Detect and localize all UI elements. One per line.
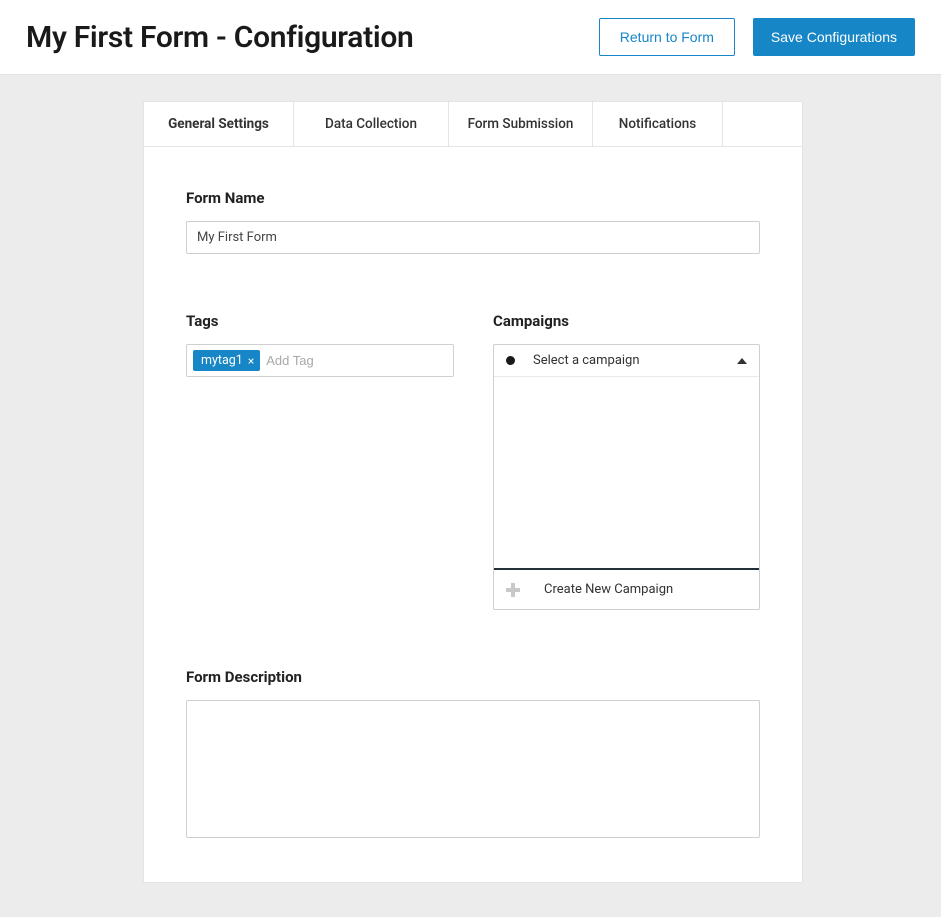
campaign-dropdown: Select a campaign Create New Campaign <box>493 344 760 610</box>
tab-general-settings[interactable]: General Settings <box>144 102 294 146</box>
tags-label: Tags <box>186 312 453 330</box>
form-description-label: Form Description <box>186 668 760 686</box>
campaigns-label: Campaigns <box>493 312 760 330</box>
panel-body: Form Name Tags mytag1 × Campaigns <box>144 147 802 882</box>
tab-notifications[interactable]: Notifications <box>593 102 723 146</box>
campaign-select-row[interactable]: Select a campaign <box>494 345 759 376</box>
campaign-placeholder: Select a campaign <box>533 353 737 368</box>
tabs: General Settings Data Collection Form Su… <box>144 102 802 147</box>
tag-text: mytag1 <box>201 353 243 368</box>
tab-form-submission[interactable]: Form Submission <box>449 102 593 146</box>
outer-area: General Settings Data Collection Form Su… <box>0 74 941 917</box>
plus-icon <box>506 583 520 597</box>
tags-campaigns-row: Tags mytag1 × Campaigns Selec <box>186 312 760 610</box>
form-name-label: Form Name <box>186 189 760 207</box>
form-name-input[interactable] <box>186 221 760 254</box>
create-campaign-label: Create New Campaign <box>544 582 673 597</box>
header-bar: My First Form - Configuration Return to … <box>0 0 941 74</box>
page-title: My First Form - Configuration <box>26 20 414 55</box>
chevron-up-icon <box>737 358 747 364</box>
tag-input[interactable] <box>266 351 447 370</box>
create-campaign-row[interactable]: Create New Campaign <box>494 568 759 609</box>
campaign-list[interactable] <box>494 376 759 568</box>
tab-data-collection[interactable]: Data Collection <box>294 102 449 146</box>
form-name-field: Form Name <box>186 189 760 254</box>
tags-field: Tags mytag1 × <box>186 312 453 610</box>
save-configurations-button[interactable]: Save Configurations <box>753 18 915 56</box>
form-description-field: Form Description <box>186 668 760 842</box>
content-panel: General Settings Data Collection Form Su… <box>143 101 803 883</box>
form-description-input[interactable] <box>186 700 760 838</box>
header-buttons: Return to Form Save Configurations <box>599 18 915 56</box>
dot-icon <box>506 356 515 365</box>
return-to-form-button[interactable]: Return to Form <box>599 18 735 56</box>
tag-remove-icon[interactable]: × <box>248 355 254 367</box>
tag-pill: mytag1 × <box>193 350 260 371</box>
tags-container[interactable]: mytag1 × <box>186 344 454 377</box>
campaigns-field: Campaigns Select a campaign Crea <box>493 312 760 610</box>
